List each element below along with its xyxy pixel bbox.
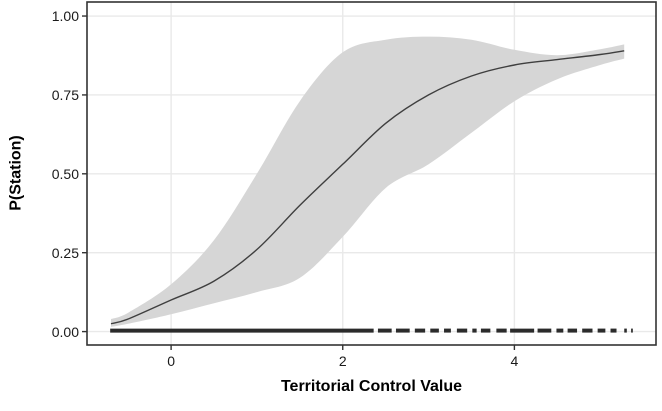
y-tick-label: 0.75 [51,86,79,103]
x-tick-label: 0 [167,353,175,369]
y-tick-label: 0.25 [51,244,79,261]
y-tick-label: 0.50 [51,165,79,182]
confidence-band [111,36,625,327]
confidence-ribbon [111,36,625,327]
axis-tick-marks [82,15,516,350]
y-axis-title: P(Station) [7,135,25,211]
x-axis-title: Territorial Control Value [280,378,463,395]
y-tick-label: 1.00 [51,8,79,25]
fit-line [110,50,625,325]
predicted-probability-line [110,50,625,325]
y-tick-label: 0.00 [51,323,79,340]
x-tick-label: 4 [510,353,519,369]
x-tick-label: 2 [338,353,347,369]
